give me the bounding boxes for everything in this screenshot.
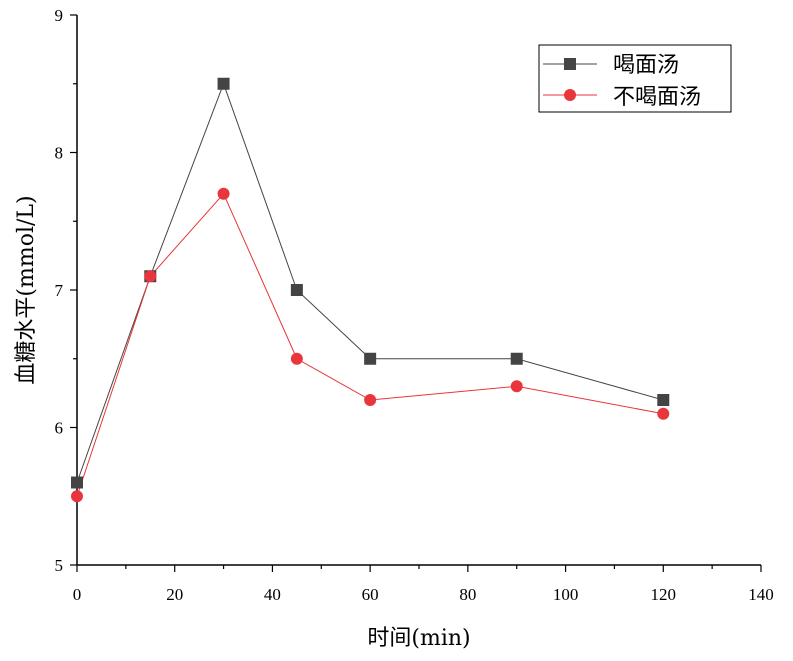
series-0-point-5 xyxy=(510,352,523,365)
y-ticks: 5 6 7 8 9 xyxy=(55,6,77,575)
series-0-point-2 xyxy=(217,77,230,90)
x-axis-title: 时间(min) xyxy=(367,626,470,651)
series-0-point-4 xyxy=(364,352,377,365)
y-tick-label: 5 xyxy=(55,556,64,575)
legend-marker-1 xyxy=(564,89,576,101)
series-line-0 xyxy=(76,82,664,483)
series-1-point-6 xyxy=(657,407,670,420)
x-tick-label: 40 xyxy=(264,585,281,604)
x-tick-label: 60 xyxy=(362,585,379,604)
y-tick-label: 9 xyxy=(55,6,64,25)
legend-label-1: 不喝面汤 xyxy=(613,85,701,110)
legend-marker-0 xyxy=(564,58,576,70)
series-0-point-3 xyxy=(290,284,303,296)
y-tick-label: 8 xyxy=(55,144,64,163)
series-1-point-2 xyxy=(217,187,230,200)
x-tick-label: 20 xyxy=(166,585,183,604)
series-0-point-0 xyxy=(71,476,83,489)
y-tick-label: 6 xyxy=(55,419,64,438)
series-1-point-0 xyxy=(71,490,83,503)
series-1-point-5 xyxy=(510,380,523,393)
x-tick-label: 0 xyxy=(73,585,82,604)
y-axis-title: 血糖水平(mmol/L) xyxy=(14,195,39,384)
series-1-point-4 xyxy=(364,394,377,406)
series-1-point-1 xyxy=(144,270,157,283)
x-ticks: 0 20 40 60 80 100 120 140 xyxy=(73,565,774,604)
x-tick-label: 80 xyxy=(459,585,476,604)
series-0-point-6 xyxy=(657,394,670,406)
series-layer xyxy=(71,77,670,503)
x-tick-label: 140 xyxy=(748,585,774,604)
y-tick-label: 7 xyxy=(55,281,64,300)
legend-label-0: 喝面汤 xyxy=(613,53,679,78)
x-tick-label: 120 xyxy=(651,585,677,604)
legend: 喝面汤 不喝面汤 xyxy=(538,44,732,113)
x-tick-label: 100 xyxy=(553,585,579,604)
series-1-point-3 xyxy=(290,352,303,365)
